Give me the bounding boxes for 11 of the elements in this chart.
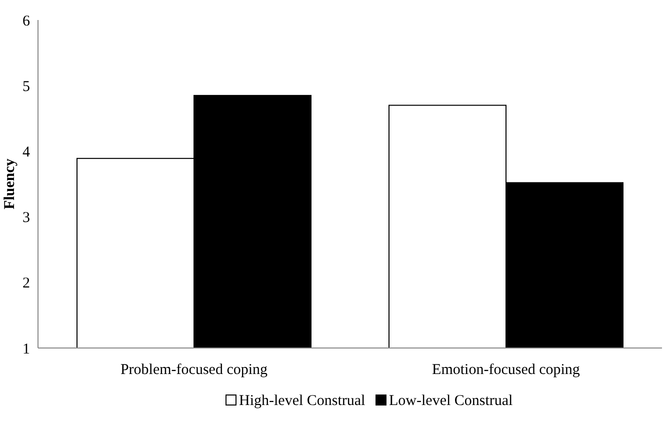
y-tick-label: 1 xyxy=(22,341,30,358)
x-tick-label: Problem-focused coping xyxy=(120,362,268,378)
legend-label: High-level Construal xyxy=(239,393,366,409)
y-tick-label: 6 xyxy=(22,13,30,30)
x-tick-label: Emotion-focused coping xyxy=(432,362,580,378)
y-tick-label: 4 xyxy=(22,144,30,160)
y-tick-label: 2 xyxy=(22,276,30,292)
legend-label: Low-level Construal xyxy=(389,393,513,409)
y-tick-label: 3 xyxy=(22,210,30,226)
y-axis-title: Fluency xyxy=(2,158,18,210)
y-tick-label: 5 xyxy=(22,78,30,95)
